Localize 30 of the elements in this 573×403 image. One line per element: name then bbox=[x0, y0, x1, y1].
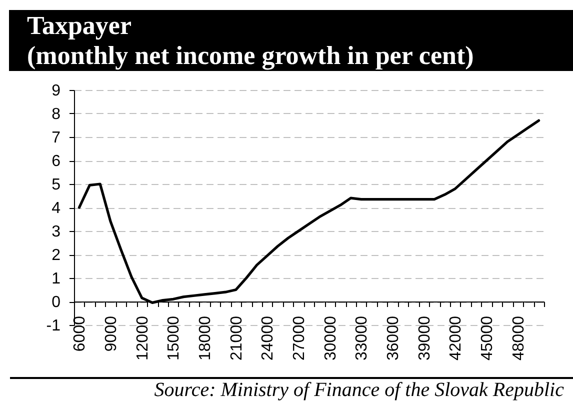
y-tick-label: -1 bbox=[46, 318, 61, 334]
y-tick-label: 1 bbox=[52, 270, 61, 288]
line-series bbox=[78, 119, 540, 304]
y-tick-label: 3 bbox=[52, 224, 61, 240]
x-tick-label: 33000 bbox=[354, 316, 371, 360]
y-tick-label: 8 bbox=[52, 106, 61, 123]
x-tick-label: 6000 bbox=[72, 316, 89, 352]
y-tick-label: 5 bbox=[52, 176, 61, 194]
y-tick-label: 7 bbox=[52, 130, 61, 146]
x-tick-label: 36000 bbox=[385, 316, 402, 360]
x-tick-label: 18000 bbox=[197, 316, 214, 360]
x-tick-label: 15000 bbox=[166, 316, 183, 360]
y-tick-label: 2 bbox=[52, 247, 61, 264]
y-tick-label: 0 bbox=[52, 294, 61, 311]
x-tick-label: 45000 bbox=[479, 316, 496, 360]
x-tick-label: 39000 bbox=[416, 316, 434, 360]
source-note: Source: Ministry of Finance of the Slovak Republic bbox=[10, 379, 573, 401]
x-tick-label: 42000 bbox=[448, 316, 465, 360]
chart-subtitle: (monthly net income growth in per cent) bbox=[27, 41, 475, 71]
x-tick-label: 48000 bbox=[510, 316, 528, 360]
x-tick-label: 24000 bbox=[260, 316, 277, 360]
y-tick-label: 9 bbox=[52, 82, 61, 100]
x-tick-label: 21000 bbox=[228, 316, 246, 360]
chart-title: Taxpayer bbox=[27, 11, 132, 41]
x-tick-label: 9000 bbox=[103, 316, 120, 352]
y-tick-label: 6 bbox=[52, 153, 61, 170]
x-tick-label: 12000 bbox=[134, 316, 152, 360]
x-tick-label: 30000 bbox=[322, 316, 340, 360]
y-tick-label: 4 bbox=[52, 200, 61, 217]
x-tick-label: 27000 bbox=[291, 316, 308, 360]
